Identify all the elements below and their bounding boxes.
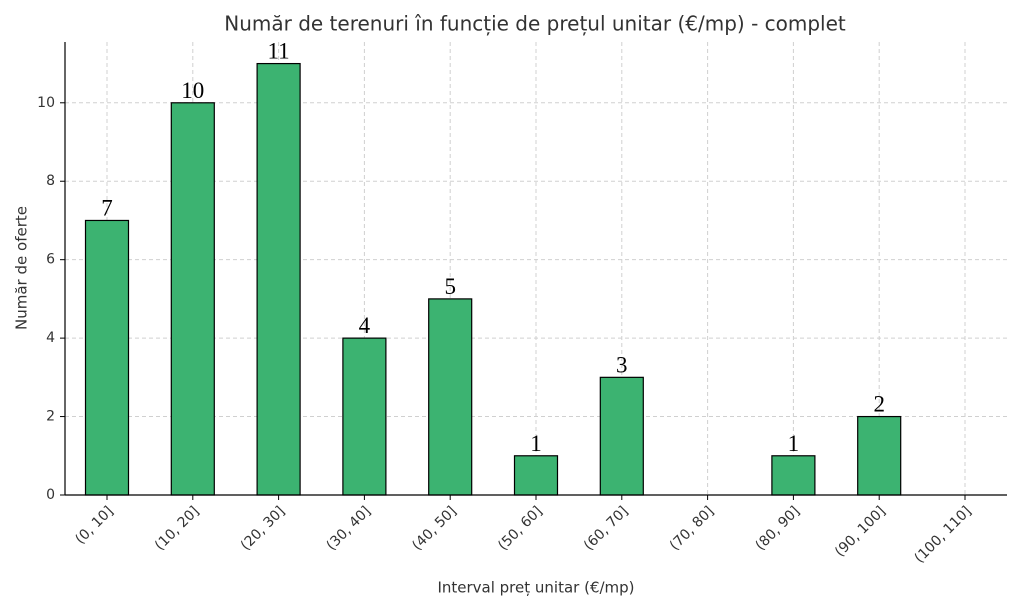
x-tick-label: (60, 70]: [581, 503, 632, 554]
value-label: 3: [616, 352, 628, 377]
x-tick-label: (100, 110]: [912, 503, 975, 566]
y-tick-label: 2: [46, 409, 55, 425]
x-tick-label: (40, 50]: [409, 503, 460, 554]
value-label: 10: [181, 78, 204, 103]
value-label: 1: [788, 431, 800, 456]
value-label: 4: [359, 313, 371, 338]
x-tick-label: (10, 20]: [152, 503, 203, 554]
bar: [170, 102, 215, 496]
bar: [771, 455, 816, 496]
y-tick-label: 4: [46, 330, 55, 346]
bar: [256, 62, 301, 496]
value-label: 1: [530, 431, 542, 456]
y-tick-label: 8: [46, 173, 55, 189]
y-tick-label: 6: [46, 252, 55, 268]
value-label: 11: [268, 39, 290, 64]
bar: [342, 337, 387, 496]
y-tick-label: 0: [46, 487, 55, 503]
x-tick-label: (70, 80]: [667, 503, 718, 554]
y-tick-label: 10: [37, 95, 55, 111]
bar: [84, 219, 130, 496]
x-tick-label: (0, 10]: [72, 503, 116, 547]
x-tick-label: (30, 40]: [324, 503, 375, 554]
y-axis-label: Număr de oferte: [13, 206, 31, 330]
value-label: 7: [101, 195, 113, 220]
bar: [513, 455, 559, 496]
bar: [599, 376, 644, 496]
bar: [857, 415, 902, 496]
value-label: 2: [873, 392, 885, 417]
x-axis-label: Interval preț unitar (€/mp): [437, 579, 634, 597]
x-tick-label: (90, 100]: [832, 503, 889, 560]
bar: [428, 298, 473, 496]
value-label: 5: [444, 274, 456, 299]
x-tick-label: (80, 90]: [753, 503, 804, 554]
x-tick-label: (50, 60]: [495, 503, 546, 554]
chart-title: Număr de terenuri în funcție de prețul u…: [224, 12, 846, 36]
x-tick-label: (20, 30]: [238, 503, 289, 554]
